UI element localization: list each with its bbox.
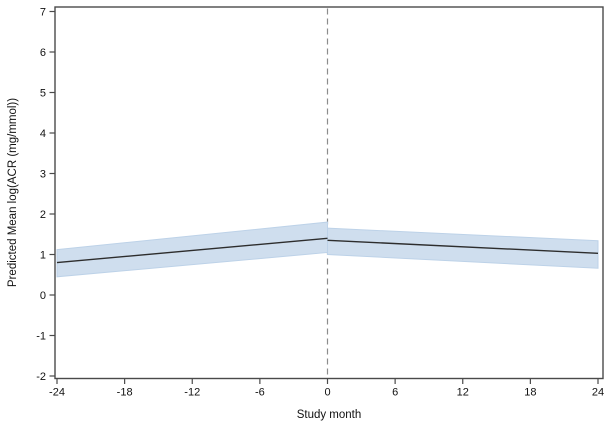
ci-band-pre (56, 221, 328, 278)
y-tick-label: -1 (36, 330, 46, 342)
x-tick-label: 6 (392, 387, 398, 399)
plot-border (54, 6, 604, 380)
x-tick-label: -12 (184, 387, 200, 399)
x-tick-label: 24 (592, 387, 604, 399)
y-tick-label: 2 (40, 209, 46, 221)
y-tick-label: 7 (40, 6, 46, 18)
x-tick-label: 18 (524, 387, 536, 399)
y-tick-label: -2 (36, 371, 46, 383)
ci-band-post (327, 227, 599, 269)
y-tick-label: 1 (40, 249, 46, 261)
x-tick-label: -24 (49, 387, 65, 399)
y-tick-label: 6 (40, 47, 46, 59)
x-axis-title: Study month (297, 409, 362, 421)
mean-line-pre (56, 237, 328, 264)
y-tick-label: 5 (40, 87, 46, 99)
y-tick-label: 4 (40, 128, 46, 140)
mean-line-layer (56, 237, 599, 264)
y-tick-label: 0 (40, 290, 46, 302)
y-axis-title: Predicted Mean log(ACR (mg/mmol)) (7, 98, 19, 287)
mean-line-post (327, 239, 599, 254)
x-tick-label: 0 (324, 387, 330, 399)
x-tick-label: -6 (255, 387, 265, 399)
x-tick-label: 12 (457, 387, 469, 399)
confidence-band-layer (56, 221, 599, 278)
y-tick-label: 3 (40, 168, 46, 180)
x-tick-label: -18 (117, 387, 133, 399)
